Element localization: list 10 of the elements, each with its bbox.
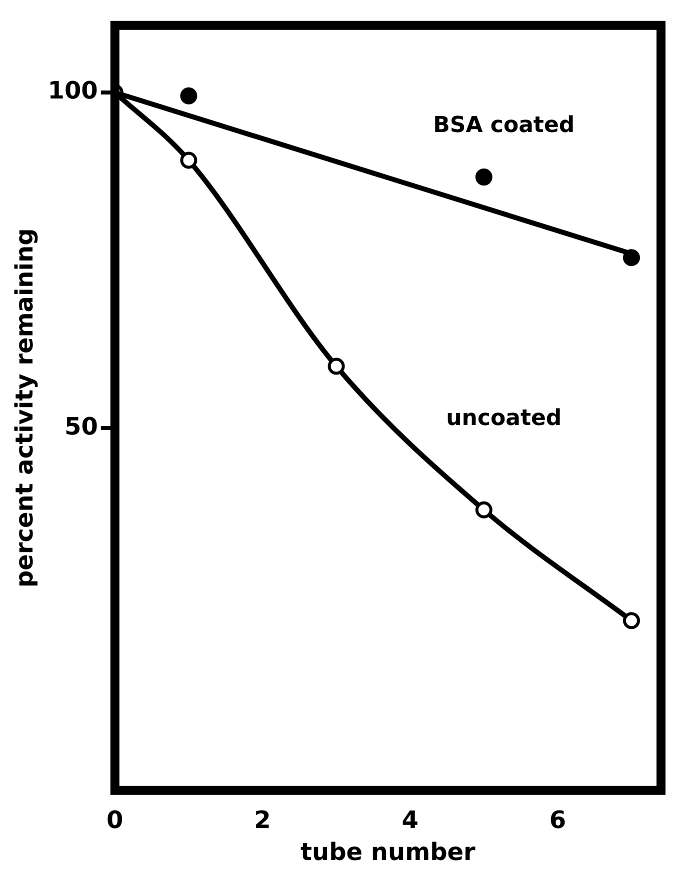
y-axis-title: percent activity remaining [10,228,39,588]
series-label: uncoated [446,406,562,431]
y-tick-label: 100 [48,76,98,105]
x-tick-label: 2 [254,806,271,834]
x-tick-label: 0 [106,806,124,834]
x-axis-title: tube number [300,838,476,866]
y-tick-label: 50 [64,412,98,440]
text: BSA coated [433,113,575,138]
x-tick-label: 4 [402,806,418,834]
x-tick-label: 6 [549,806,566,834]
